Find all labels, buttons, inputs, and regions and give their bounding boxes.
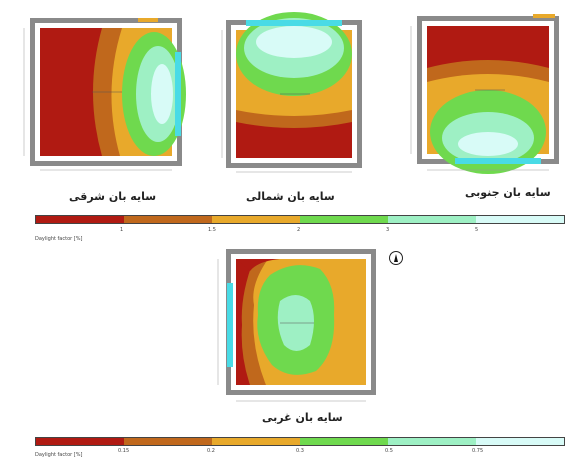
- shade-device: [455, 158, 541, 164]
- axis-ticks: [217, 259, 366, 402]
- scale-top-tick: 2: [297, 227, 301, 233]
- daylight-scale-bottom: [35, 437, 565, 446]
- scale-bottom-label: Daylight factor [%]: [35, 452, 83, 458]
- daylight-contours: [93, 28, 186, 156]
- scale-bottom-tick: 0.75: [472, 448, 484, 454]
- caption-east-shade: سایه بان شرقی: [69, 190, 157, 203]
- daylight-contours: [236, 259, 335, 385]
- scale-bottom-tick: 0.15: [118, 448, 130, 454]
- scale-top-tick: 1.5: [208, 227, 216, 233]
- scale-swatch-4: [300, 216, 388, 223]
- scale-bottom-tick: 0.5: [385, 448, 393, 454]
- axis-ticks: [221, 30, 352, 173]
- north-arrow-icon: [389, 251, 403, 265]
- scale-top-tick: 5: [475, 227, 479, 233]
- scale-swatch-3: [212, 438, 300, 445]
- scale-swatch-5: [388, 216, 476, 223]
- scale-swatch-3: [212, 216, 300, 223]
- scale-swatch-5: [388, 438, 476, 445]
- scale-swatch-6: [476, 216, 564, 223]
- daylight-contours: [427, 60, 549, 174]
- daylight-scale-top: [35, 215, 565, 224]
- shade-device: [246, 20, 342, 26]
- axis-ticks: [23, 28, 172, 171]
- scale-top-tick: 3: [386, 227, 390, 233]
- plot-north-shade: [221, 12, 362, 173]
- scale-swatch-2: [124, 438, 212, 445]
- plot-east-shade: [23, 18, 186, 171]
- shade-device: [175, 52, 181, 136]
- shade-device: [227, 283, 233, 367]
- scale-swatch-1: [36, 216, 124, 223]
- caption-south-shade: سایه بان جنوبی: [465, 186, 551, 199]
- scale-bottom-tick: 0.2: [207, 448, 215, 454]
- scale-top-tick: 1: [120, 227, 124, 233]
- window-marker: [533, 14, 555, 18]
- caption-north-shade: سایه بان شمالی: [246, 190, 335, 203]
- scale-bottom-tick: 0.3: [296, 448, 304, 454]
- scale-top-label: Daylight factor [%]: [35, 236, 83, 242]
- plot-west-shade: [217, 249, 376, 402]
- scale-swatch-2: [124, 216, 212, 223]
- axis-ticks: [410, 26, 549, 171]
- plot-south-shade: [410, 14, 559, 174]
- scale-swatch-1: [36, 438, 124, 445]
- caption-west-shade: سایه بان غربی: [262, 411, 343, 424]
- scale-swatch-4: [300, 438, 388, 445]
- window-marker: [138, 18, 158, 22]
- daylight-contours: [236, 12, 352, 128]
- scale-swatch-6: [476, 438, 564, 445]
